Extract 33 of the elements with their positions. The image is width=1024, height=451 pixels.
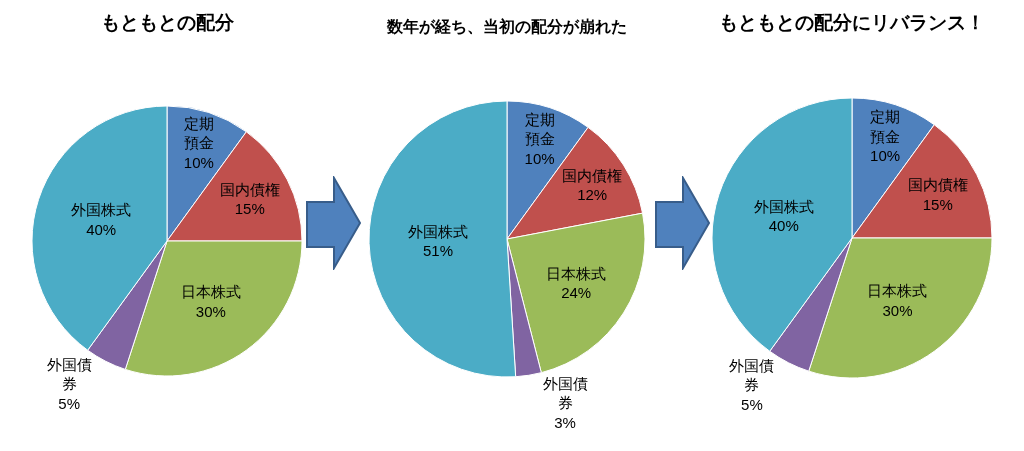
slice-label: 外国債券	[729, 356, 775, 394]
data-label: 40%	[768, 217, 799, 235]
slice-label: 外国株式	[71, 201, 132, 219]
data-label: 10%	[524, 149, 555, 167]
slice-label: 国内債権	[219, 180, 280, 198]
chart-title: 数年が経ち、当初の配分が崩れた	[386, 17, 627, 35]
slice-label: 定期預金	[183, 114, 214, 152]
data-label: 12%	[577, 186, 608, 204]
data-label: 40%	[86, 220, 117, 238]
slice-label: 外国株式	[408, 222, 469, 240]
slice-label: 定期預金	[870, 108, 901, 145]
slice-label: 外国株式	[753, 197, 814, 215]
slice-label: 外国債券	[542, 374, 588, 412]
data-label: 15%	[234, 200, 265, 218]
chart-title: もともとの配分にリバランス！	[719, 11, 985, 33]
slice-label: 日本株式	[867, 282, 928, 300]
data-label: 15%	[922, 195, 953, 213]
data-label: 10%	[183, 153, 214, 171]
slice-label: 国内債権	[907, 176, 968, 194]
slice-label: 国内債権	[562, 166, 623, 184]
data-label: 5%	[58, 394, 81, 412]
data-label: 51%	[423, 242, 454, 260]
data-label: 10%	[870, 147, 901, 165]
data-label: 30%	[882, 301, 913, 319]
data-label: 5%	[741, 395, 763, 413]
slice-label: 定期預金	[524, 110, 555, 148]
chart-title: もともとの配分	[100, 11, 235, 33]
data-label: 24%	[561, 284, 592, 302]
slice-label: 外国債券	[46, 355, 92, 393]
slice-label: 日本株式	[180, 283, 241, 301]
data-label: 30%	[195, 302, 226, 320]
data-label: 3%	[554, 413, 576, 431]
slice-label: 日本株式	[546, 264, 607, 282]
